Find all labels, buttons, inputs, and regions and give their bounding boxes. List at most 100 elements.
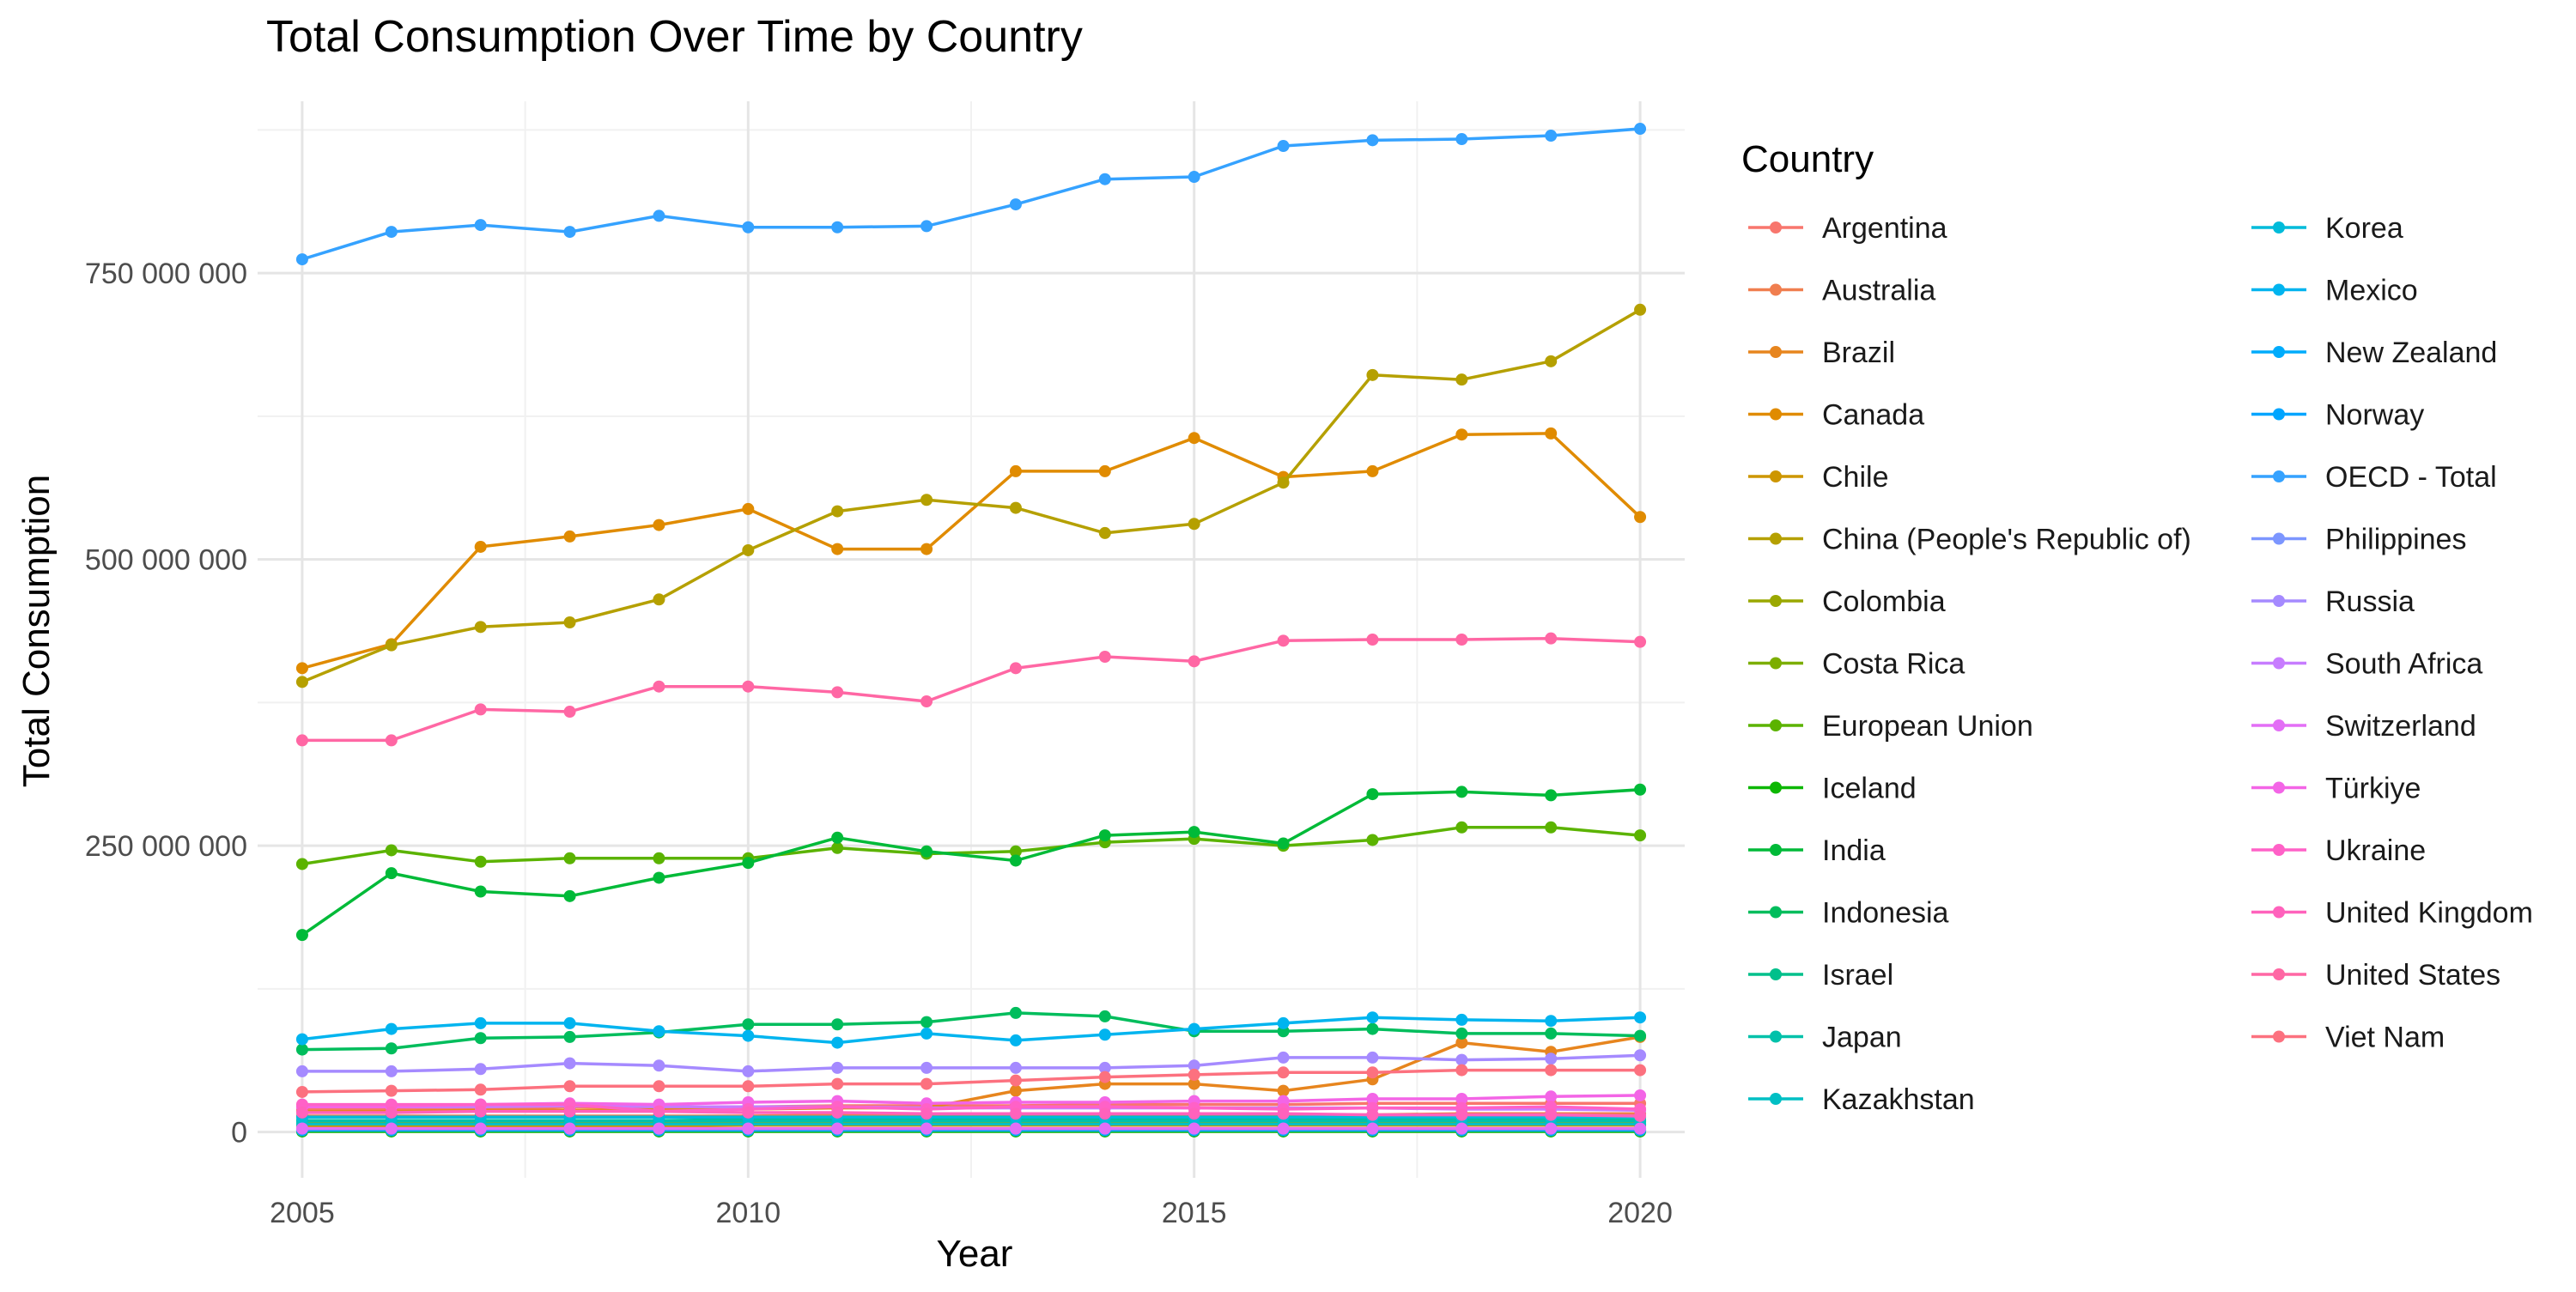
x-axis-label: Year [937, 1233, 1013, 1275]
data-point [563, 1030, 576, 1043]
series-line [301, 1109, 1641, 1118]
legend-key-point [1770, 221, 1782, 234]
legend-item: Kazakhstan [1748, 1083, 1975, 1116]
legend-key-point [2273, 532, 2285, 545]
data-point [1098, 1122, 1111, 1135]
x-tick-label: 2015 [1162, 1197, 1227, 1229]
data-point [474, 621, 487, 634]
series-line [301, 127, 1641, 261]
series-line [301, 636, 1641, 743]
data-point [1545, 821, 1558, 834]
legend-item: South Africa [2251, 648, 2482, 681]
series-line [301, 1068, 1641, 1094]
data-point [295, 1106, 308, 1119]
data-point [742, 543, 755, 556]
y-tick-label: 750 000 000 [85, 258, 247, 290]
legend-key-point [2273, 968, 2285, 980]
data-point [474, 1083, 487, 1096]
data-point [1188, 518, 1200, 531]
data-point [1188, 1122, 1200, 1135]
data-point [1009, 662, 1022, 675]
data-point [742, 1080, 755, 1093]
data-point [920, 1027, 933, 1040]
data-point [1455, 1064, 1468, 1077]
data-point [1098, 1028, 1111, 1041]
data-point [1188, 432, 1200, 445]
legend-key-point [1770, 968, 1782, 980]
legend-key-point [2273, 595, 2285, 607]
legend-item: India [1748, 834, 1886, 867]
series-line [301, 1016, 1641, 1045]
data-point [474, 885, 487, 898]
data-point [831, 686, 844, 699]
y-tick-label: 0 [231, 1117, 247, 1149]
data-point [1366, 464, 1379, 477]
data-point [1366, 1108, 1379, 1121]
legend-key-point [1770, 532, 1782, 545]
data-point [474, 855, 487, 868]
series-line [301, 1053, 1641, 1073]
data-point [1188, 1059, 1200, 1072]
data-point [1098, 1061, 1111, 1074]
data-point [1545, 632, 1558, 645]
data-point [385, 1122, 398, 1135]
legend-item: Costa Rica [1748, 648, 1965, 681]
data-point [385, 1065, 398, 1077]
legend-item: Mexico [2251, 275, 2418, 307]
data-point [385, 1022, 398, 1035]
data-point [1634, 123, 1647, 136]
data-point [1009, 1006, 1022, 1019]
legend-label: Japan [1822, 1022, 1902, 1054]
legend-label: Korea [2325, 212, 2403, 245]
legend-item: Ukraine [2251, 834, 2426, 867]
series-line [301, 432, 1642, 670]
legend-label: Australia [1822, 275, 1935, 307]
legend-label: New Zealand [2325, 337, 2497, 369]
data-point [1009, 854, 1022, 867]
legend-key-point [1770, 1093, 1782, 1105]
series-viet-nam [295, 1064, 1647, 1098]
legend-key-point [2273, 221, 2285, 234]
data-point [1634, 1011, 1647, 1024]
data-point [295, 1122, 308, 1135]
data-point [920, 1077, 933, 1090]
data-point [563, 1057, 576, 1070]
legend-key-point [1770, 408, 1782, 421]
data-point [653, 209, 665, 222]
data-point [1188, 1077, 1200, 1090]
data-point [1009, 1084, 1022, 1097]
legend-label: European Union [1822, 710, 2033, 743]
y-axis-label: Total Consumption [15, 475, 58, 787]
data-point [1455, 1092, 1468, 1105]
legend-item: Brazil [1748, 337, 1895, 369]
data-point [1545, 427, 1558, 440]
data-point [1366, 1066, 1379, 1079]
data-point [295, 734, 308, 747]
data-point [1366, 1011, 1379, 1024]
data-point [295, 662, 308, 675]
data-point [653, 1080, 665, 1093]
data-point [653, 593, 665, 606]
data-point [1545, 355, 1558, 367]
legend-label: Philippines [2325, 524, 2466, 556]
data-point [1277, 837, 1290, 850]
data-point [1188, 1022, 1200, 1035]
data-point [1009, 501, 1022, 514]
legend-label: United Kingdom [2325, 897, 2533, 930]
legend-label: Russia [2325, 585, 2415, 618]
data-point [742, 1029, 755, 1042]
data-point [831, 505, 844, 518]
data-point [474, 1105, 487, 1118]
legend-label: Argentina [1822, 212, 1947, 245]
legend-item: OECD - Total [2251, 461, 2497, 494]
x-tick-label: 2010 [715, 1197, 781, 1229]
data-point [1366, 368, 1379, 381]
data-point [1277, 1084, 1290, 1097]
data-point [385, 734, 398, 747]
legend-label: Türkiye [2325, 773, 2421, 805]
data-point [653, 519, 665, 531]
data-point [1009, 198, 1022, 211]
data-point [385, 867, 398, 880]
data-point [653, 852, 665, 864]
legend-item: Japan [1748, 1022, 1902, 1054]
